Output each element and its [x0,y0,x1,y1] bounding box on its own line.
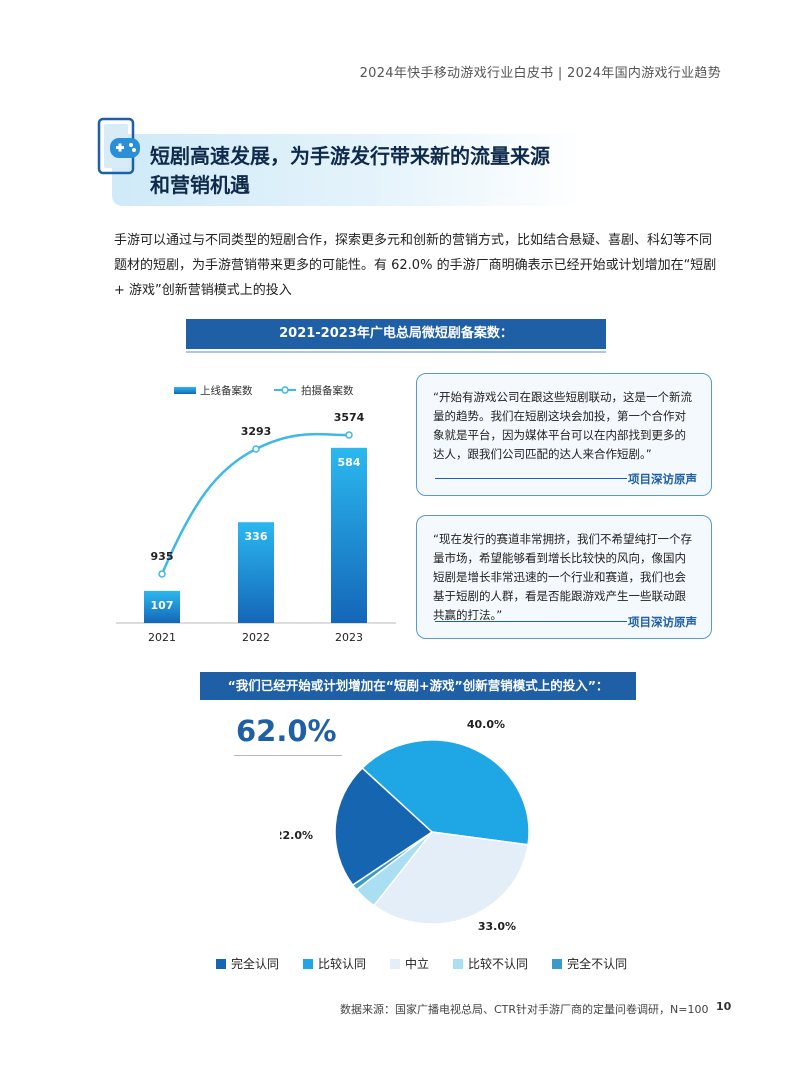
pie-value-label: 40.0% [467,718,505,731]
legend-swatch [303,958,314,969]
legend-label: 中立 [405,957,430,971]
bar-2023 [331,447,367,623]
line-point-2022 [252,445,260,453]
bar-label-2022: 336 [245,530,268,543]
page-number: 10 [716,1000,732,1013]
section-title-band [112,134,582,206]
legend-item: 完全不认同 [552,955,627,972]
line-label-2021: 935 [151,550,174,563]
legend-line-marker [281,386,289,394]
legend-label: 完全认同 [231,957,280,971]
legend-item: 中立 [390,955,429,972]
legend-line-label: 拍摄备案数 [301,384,354,397]
quote-divider [435,478,627,479]
legend-swatch [552,958,563,969]
pie-slice-比较认同 [361,739,530,846]
x-tick-2021: 2021 [148,631,176,644]
banner-underline [186,351,606,353]
interview-quote-1: “开始有游戏公司在跟这些短剧联动，这是一个新流量的趋势。我们在短剧这块会加投，第… [416,373,712,496]
pie-slice-完全认同 [334,767,434,887]
gamepad-phone-icon [97,117,140,175]
section-title-line2: 和营销机遇 [150,173,250,197]
attitude-pie-chart: 22.0% 40.0% 33.0% [280,718,530,933]
page-header: 2024年快手移动游戏行业白皮书 | 2024年国内游戏行业趋势 [359,66,721,81]
quote-text: “开始有游戏公司在跟这些短剧联动，这是一个新流量的趋势。我们在短剧这块会加投，第… [433,390,692,461]
bar-label-2021: 107 [151,599,174,612]
legend-item: 完全认同 [216,955,279,972]
legend-bar-swatch [174,387,196,394]
quote-source: 项目深访原声 [628,472,697,486]
legend-swatch [390,958,401,969]
highlight-underline [234,755,342,756]
pie-legend: 完全认同 比较认同 中立 比较不认同 完全不认同 [216,955,627,972]
intro-paragraph: 手游可以通过与不同类型的短剧合作，探索更多元和创新的营销方式，比如结合悬疑、喜剧… [114,233,717,298]
x-tick-2023: 2023 [335,631,363,644]
bar-2022 [238,522,274,623]
legend-item: 比较不认同 [453,955,528,972]
chart2-title-banner: “我们已经开始或计划增加在“短剧+游戏”创新营销模式上的投入”： [200,672,636,700]
pie-value-label: 33.0% [478,920,516,933]
interview-quote-2: “现在发行的赛道非常拥挤，我们不希望纯打一个存量市场，希望能够看到增长比较快的风… [416,515,712,639]
quote-source: 项目深访原声 [628,615,697,629]
legend-swatch [216,958,226,969]
legend-bar-label: 上线备案数 [200,384,253,397]
filing-count-chart: 上线备案数 拍摄备案数 107 2021 336 2022 584 2023 935 3293 35… [116,384,396,644]
legend-label: 比较不认同 [468,957,529,971]
section-title-line1: 短剧高速发展，为手游发行带来新的流量来源 [150,144,550,168]
bar-2021 [144,590,180,623]
quote-divider [435,621,627,622]
quote-text: “现在发行的赛道非常拥挤，我们不希望纯打一个存量市场，希望能够看到增长比较快的风… [433,532,692,622]
highlight-percentage: 62.0% [236,714,337,748]
section-title: 短剧高速发展，为手游发行带来新的流量来源 和营销机遇 [150,142,550,200]
chart1-title-banner: 2021-2023年广电总局微短剧备案数： [186,319,606,349]
line-series [160,432,350,575]
line-label-2022: 3293 [241,425,272,438]
line-label-2023: 3574 [334,411,365,424]
line-point-2021 [158,570,166,578]
legend-line: 拍摄备案数 [274,384,354,397]
legend-swatch [453,958,464,969]
pie-value-label: 22.0% [280,829,313,842]
data-source-note: 数据来源：国家广播电视总局、CTR针对手游厂商的定量问卷调研，N=100 [340,1003,709,1016]
legend-label: 完全不认同 [567,957,628,971]
line-point-2023 [345,431,353,439]
legend-bar: 上线备案数 [174,384,253,397]
pie-slice-中立 [372,831,529,925]
legend-label: 比较认同 [318,957,367,971]
legend-item: 比较认同 [303,955,366,972]
x-tick-2022: 2022 [242,631,270,644]
bar-label-2023: 584 [338,456,361,469]
